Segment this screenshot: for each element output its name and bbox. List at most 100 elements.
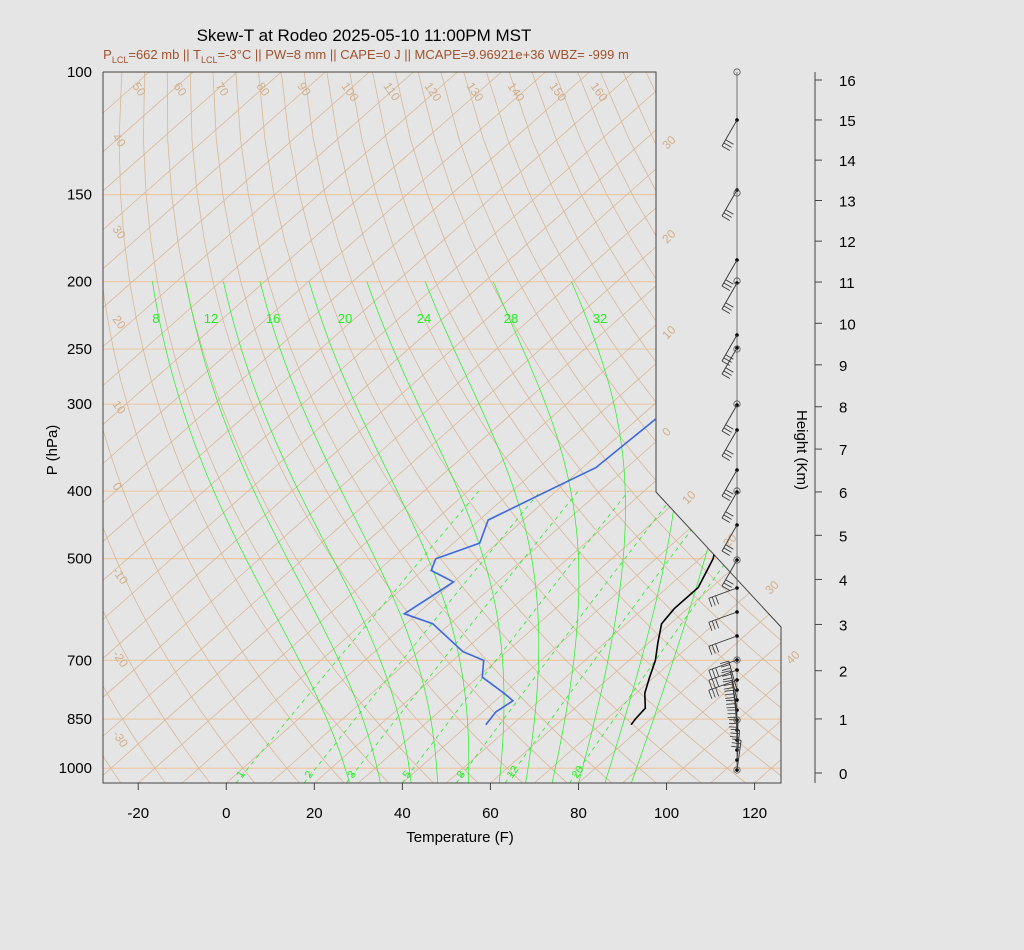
dry-adiabat	[103, 72, 345, 783]
isotherm-label: 110	[381, 80, 404, 104]
wind-barb-flag	[708, 690, 713, 699]
dry-adiabat	[736, 72, 781, 783]
isotherm-line	[103, 72, 781, 783]
wind-barb-flag	[723, 427, 732, 433]
dry-adiabat	[531, 72, 781, 783]
pressure-tick-label: 1000	[59, 760, 92, 777]
chart-subtitle: PLCL=662 mb || TLCL=-3°C || PW=8 mm || C…	[103, 47, 629, 65]
height-tick-label: 1	[839, 712, 847, 729]
dry-adiabat	[212, 72, 568, 783]
wind-barb	[721, 119, 738, 147]
mixing-ratio-labels: 8 12 16 20 24 28 321 2 3 5 8 12 20	[152, 311, 607, 781]
isotherm-line	[103, 72, 370, 783]
height-tick-label: 14	[839, 153, 856, 170]
isotherm-line	[137, 72, 781, 783]
isotherm-line	[103, 72, 590, 783]
mixing-ratio-label-top: 32	[593, 311, 607, 326]
height-axis-label: Height (Km)	[793, 410, 810, 490]
dry-adiabat	[713, 72, 781, 783]
wind-barb-flag	[723, 683, 733, 686]
pressure-tick-label: 400	[67, 483, 92, 500]
wind-barb-flag	[708, 646, 713, 655]
moist-adiabat	[185, 281, 381, 783]
isotherm-line	[622, 72, 781, 783]
y-axis-label: P (hPa)	[44, 425, 61, 476]
wind-barb-staff	[708, 68, 742, 774]
x-tick-label: -20	[127, 805, 149, 822]
dry-adiabat	[349, 72, 781, 783]
height-tick-label: 2	[839, 664, 847, 681]
wind-barb-flag	[721, 373, 730, 379]
wind-barb-flag	[723, 282, 732, 288]
dry-adiabat	[189, 72, 523, 783]
isotherm-label: 50	[130, 80, 149, 99]
wind-barb	[729, 670, 738, 701]
dry-adiabat	[486, 72, 781, 783]
wind-barb	[721, 491, 738, 519]
wind-barb	[708, 669, 738, 681]
dry-adiabat	[280, 72, 702, 783]
dry-adiabat	[103, 72, 211, 783]
wind-barb-flag	[708, 670, 713, 679]
dry-adiabat	[440, 72, 781, 783]
x-axis-label: Temperature (F)	[406, 829, 514, 846]
isotherm-line	[446, 72, 781, 783]
wind-barb-flag	[726, 703, 736, 705]
plot-frame	[102, 71, 782, 784]
isotherm-line	[103, 72, 326, 783]
pressure-tick-label: 500	[67, 551, 92, 568]
mixing-ratio-label-top: 20	[338, 311, 352, 326]
pressure-tick-label: 200	[67, 274, 92, 291]
wind-barb	[708, 635, 738, 647]
wind-barb	[721, 524, 738, 552]
wind-barb-flag	[732, 738, 742, 741]
dry-adiabat	[103, 72, 300, 783]
isotherm-line	[358, 72, 781, 783]
height-tick-label: 11	[839, 275, 855, 292]
isotherm-line	[103, 72, 458, 783]
wind-barb	[721, 282, 738, 310]
pressure-tick-label: 100	[67, 64, 92, 81]
wind-barb-flag	[723, 492, 732, 498]
height-tick-label: 15	[839, 113, 856, 130]
isotherm-line	[103, 72, 238, 783]
pressure-tick-label: 850	[67, 711, 92, 728]
wind-barb	[708, 611, 738, 623]
isotherm-label: 40	[110, 131, 129, 150]
wind-barb-flag	[721, 550, 730, 556]
height-tick-label: 6	[839, 485, 847, 502]
mixing-ratio-label-bottom: 12	[505, 764, 522, 781]
wind-barb-flag	[721, 495, 730, 501]
wind-barb-flag	[725, 511, 734, 517]
isobar-lines	[103, 72, 781, 769]
x-tick-label: 0	[222, 805, 230, 822]
wind-calm-circle	[733, 716, 741, 724]
height-tick-label: 16	[839, 73, 856, 90]
dry-adiabat	[258, 72, 657, 783]
x-tick-label: 120	[742, 805, 767, 822]
wind-barb-flag	[723, 452, 732, 458]
wind-barb-flag	[721, 215, 730, 221]
dry-adiabat	[103, 72, 166, 783]
wind-barb-flag	[723, 305, 732, 311]
wind-barb-flag	[730, 732, 740, 735]
isotherm-line	[103, 72, 781, 783]
height-tick-label: 5	[839, 528, 847, 545]
height-tick-label: 0	[839, 766, 847, 783]
isotherm-line	[799, 72, 1024, 783]
isotherm-label: 20	[110, 313, 129, 332]
wind-barb-flag	[724, 693, 734, 696]
dry-adiabat-lines	[103, 72, 781, 783]
moist-adiabat	[223, 281, 412, 783]
isotherm-line	[103, 72, 502, 783]
isotherm-label-right: 30	[762, 578, 782, 598]
isotherm-label-right: 30	[659, 133, 679, 153]
wind-barb-flag	[725, 279, 734, 285]
moist-adiabat	[571, 281, 626, 783]
height-tick-label: 12	[839, 234, 856, 251]
moist-adiabat	[366, 281, 505, 783]
mixing-ratio-line	[401, 490, 629, 783]
wind-barb	[708, 659, 738, 671]
x-tick-label: 40	[394, 805, 411, 822]
wind-barb-flag	[723, 547, 732, 553]
